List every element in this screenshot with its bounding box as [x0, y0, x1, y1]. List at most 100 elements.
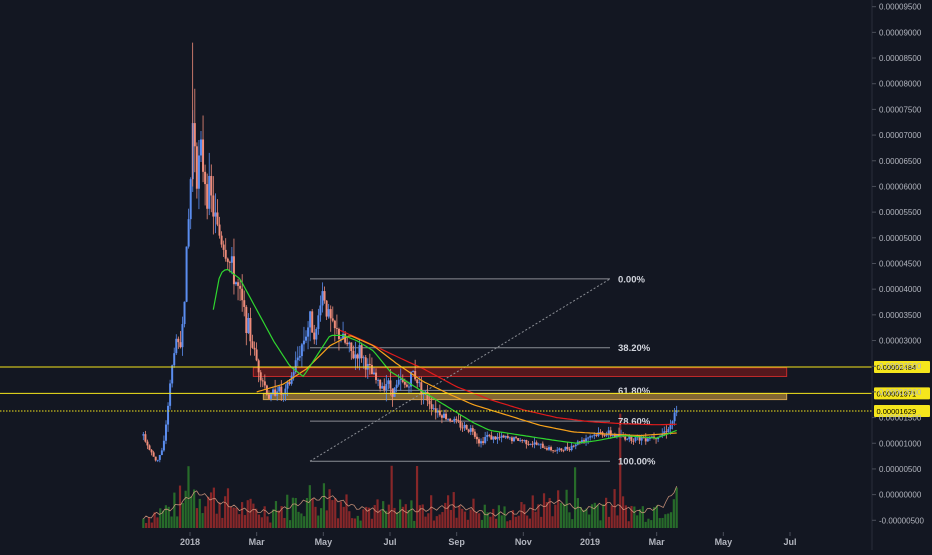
- price-tag[interactable]: [874, 387, 930, 400]
- volume-bar: [418, 505, 421, 528]
- candle-body: [208, 175, 211, 209]
- candle-body: [642, 437, 645, 439]
- candle-body: [426, 391, 429, 401]
- volume-bar: [308, 485, 311, 528]
- fib-retracement[interactable]: 0.00% 38.20% 61.80% 78.60% 100.00%: [309, 274, 656, 468]
- volume-bar: [317, 515, 320, 528]
- candle-body: [484, 436, 487, 443]
- candle-body: [665, 431, 668, 433]
- price-axis-label: 0.00004500: [879, 259, 922, 268]
- candle-body: [220, 235, 223, 245]
- candle-body: [325, 300, 328, 317]
- volume-bar: [528, 518, 532, 528]
- candle-body: [465, 424, 468, 430]
- candle-body: [447, 418, 450, 420]
- candle-body: [541, 443, 544, 448]
- volume-bar: [181, 502, 184, 528]
- volume-bar: [178, 485, 182, 528]
- volume-bar: [195, 508, 199, 528]
- candle-body: [362, 357, 365, 359]
- candle-body: [230, 256, 233, 263]
- volume-bar: [633, 506, 636, 528]
- volume-bar: [596, 504, 599, 528]
- volume-bar: [571, 519, 574, 528]
- candle-body: [352, 351, 355, 359]
- support-zone[interactable]: [262, 392, 788, 401]
- candle-body: [459, 421, 462, 428]
- candle-body: [228, 261, 231, 263]
- candle-body: [424, 391, 427, 393]
- time-axis[interactable]: 2018 Mar May Jul Sep Nov 2019 Mar May Jul: [180, 532, 797, 547]
- candle-body: [249, 317, 252, 342]
- volume-bar: [150, 522, 153, 528]
- candle-body: [624, 436, 627, 440]
- volume-bar: [480, 519, 484, 528]
- volume-bar: [382, 501, 385, 528]
- candle-body: [663, 431, 666, 434]
- volume-bar: [311, 498, 314, 528]
- volume-bar: [286, 494, 289, 528]
- candle-body: [214, 212, 217, 217]
- price-tag[interactable]: [874, 361, 930, 374]
- volume-bar: [568, 512, 571, 528]
- volume-bar: [526, 515, 529, 528]
- candle-body: [286, 382, 289, 389]
- price-axis-label: 0.00008000: [879, 80, 922, 89]
- candle-body: [383, 386, 386, 391]
- time-axis-label: Mar: [649, 537, 666, 547]
- candle-body: [298, 356, 301, 358]
- price-tag-label: 0.00001971: [877, 389, 917, 398]
- candle-body: [523, 440, 526, 441]
- volume-bar: [627, 521, 630, 528]
- candle-body: [453, 418, 456, 422]
- candle-body: [185, 246, 188, 302]
- fib-trend-line[interactable]: [309, 278, 611, 462]
- volume-bar: [576, 498, 580, 528]
- candle-body: [311, 311, 314, 333]
- candle-body: [162, 440, 165, 451]
- candle-body: [554, 450, 557, 452]
- candle-body: [428, 400, 431, 405]
- candle-body: [169, 383, 172, 406]
- volume-bar: [170, 516, 173, 528]
- volume-bar: [537, 504, 540, 528]
- candle-body: [265, 385, 268, 395]
- price-axis[interactable]: 0.00009500 0.00009000 0.00008500 0.00008000…: [871, 0, 924, 550]
- candle-body: [521, 440, 524, 441]
- volume-bar: [207, 496, 210, 528]
- candle-body: [572, 445, 575, 447]
- volume-bar: [294, 498, 297, 528]
- candle-body: [144, 434, 147, 442]
- candle-body: [420, 382, 423, 395]
- price-axis-label: 0.00002500: [879, 362, 922, 371]
- horizontal-levels[interactable]: 0.00002484 0.00001971 0.00001629: [0, 361, 930, 417]
- volume-bar: [159, 508, 162, 528]
- volume-bar: [548, 498, 551, 528]
- candle-body: [232, 256, 235, 285]
- volume-bar: [421, 504, 424, 528]
- candle-body: [405, 384, 408, 387]
- volume-bar: [540, 516, 543, 528]
- candle-body: [492, 436, 495, 440]
- volume-bar: [669, 512, 673, 528]
- volume-bar: [393, 507, 396, 528]
- candle-body: [556, 449, 559, 451]
- volume-bar: [506, 521, 509, 528]
- candle-body: [375, 372, 378, 381]
- volume-bar: [260, 517, 263, 528]
- candle-body: [615, 433, 618, 437]
- price-tag-label: 0.00001629: [877, 407, 917, 416]
- volume-bar: [469, 509, 472, 528]
- candle-body: [671, 421, 674, 424]
- volume-bar: [562, 504, 565, 528]
- time-axis-label: 2019: [580, 537, 600, 547]
- volume-bar: [348, 511, 351, 528]
- volume-bar: [430, 495, 433, 528]
- resistance-zone[interactable]: [252, 367, 788, 377]
- volume-bar: [531, 495, 534, 528]
- candle-body: [500, 435, 503, 438]
- price-tag[interactable]: [874, 404, 930, 417]
- candle-body: [395, 384, 398, 388]
